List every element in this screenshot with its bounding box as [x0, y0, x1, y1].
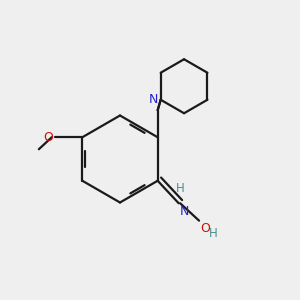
Text: H: H	[176, 182, 184, 196]
Text: H: H	[209, 227, 218, 240]
Text: N: N	[180, 205, 190, 218]
Text: O: O	[44, 131, 53, 144]
Text: O: O	[200, 222, 210, 235]
Text: N: N	[149, 93, 158, 106]
